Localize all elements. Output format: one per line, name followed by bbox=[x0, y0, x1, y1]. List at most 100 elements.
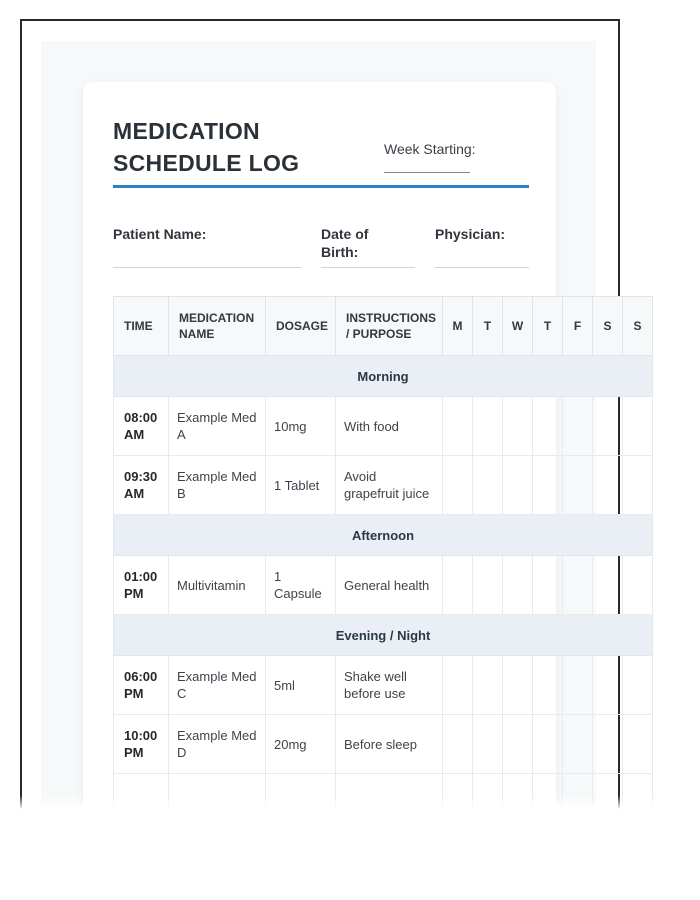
day-checkbox-cell bbox=[532, 396, 563, 456]
medication-row: 01:00 PM Multivitamin 1 Capsule General hea… bbox=[113, 555, 653, 615]
day-checkbox-cell bbox=[622, 555, 653, 615]
day-checkbox-cell bbox=[622, 455, 653, 515]
date-of-birth-blank-line bbox=[321, 267, 415, 268]
day-checkbox-cell bbox=[622, 396, 653, 456]
day-checkbox-cell bbox=[532, 555, 563, 615]
document-preview-clip: MEDICATION SCHEDULE LOG Week Starting: P… bbox=[0, 19, 700, 811]
column-header: DOSAGE bbox=[265, 296, 336, 356]
week-starting-block: Week Starting: bbox=[384, 115, 529, 179]
day-checkbox-cell bbox=[562, 555, 593, 615]
page-title-line1: MEDICATION bbox=[113, 118, 260, 144]
day-checkbox-cell bbox=[532, 455, 563, 515]
section-header: Morning bbox=[113, 355, 653, 397]
patient-info-row: Patient Name: Date of Birth: Physician: bbox=[113, 225, 529, 268]
day-checkbox-cell bbox=[472, 455, 503, 515]
title-divider bbox=[113, 185, 529, 188]
column-header: T bbox=[472, 296, 503, 356]
day-checkbox-cell bbox=[472, 714, 503, 774]
day-checkbox-cell bbox=[592, 555, 623, 615]
document-header: MEDICATION SCHEDULE LOG Week Starting: bbox=[113, 115, 529, 179]
table-body: Morning 08:00 AM Example Med A 10mg With foo… bbox=[113, 355, 653, 811]
page-background: MEDICATION SCHEDULE LOG Week Starting: P… bbox=[41, 41, 653, 811]
day-checkbox-cell bbox=[622, 773, 653, 811]
dosage-cell: 5ml bbox=[265, 655, 336, 715]
medication-row: 06:00 PM Example Med C 5ml Shake well befor… bbox=[113, 655, 653, 715]
day-checkbox-cell bbox=[442, 455, 473, 515]
column-header: TIME bbox=[113, 296, 169, 356]
column-header: S bbox=[622, 296, 653, 356]
patient-name-label: Patient Name: bbox=[113, 226, 207, 242]
date-of-birth-label: Date of Birth: bbox=[321, 226, 369, 260]
medication-name-cell: Example Med B bbox=[168, 455, 266, 515]
section-header: Afternoon bbox=[113, 514, 653, 556]
day-checkbox-cell bbox=[562, 655, 593, 715]
day-checkbox-cell bbox=[562, 714, 593, 774]
column-header: W bbox=[502, 296, 533, 356]
medication-row bbox=[113, 773, 653, 811]
time-cell: 08:00 AM bbox=[113, 396, 169, 456]
physician-label: Physician: bbox=[435, 226, 506, 242]
instructions-cell: General health bbox=[335, 555, 443, 615]
section-row: Morning bbox=[113, 355, 653, 397]
time-cell bbox=[113, 773, 169, 811]
column-header: INSTRUCTIONS / PURPOSE bbox=[335, 296, 443, 356]
table-header-row: TIME MEDICATION NAME DOSAGE INSTRUCTIONS / … bbox=[113, 296, 653, 356]
week-starting-blank-line bbox=[384, 172, 470, 173]
day-checkbox-cell bbox=[442, 396, 473, 456]
preview-frame: MEDICATION SCHEDULE LOG Week Starting: P… bbox=[20, 19, 653, 811]
medication-schedule-table: TIME MEDICATION NAME DOSAGE INSTRUCTIONS / … bbox=[113, 296, 653, 811]
day-checkbox-cell bbox=[502, 555, 533, 615]
day-checkbox-cell bbox=[502, 714, 533, 774]
page-title: MEDICATION SCHEDULE LOG bbox=[113, 115, 384, 179]
column-header: T bbox=[532, 296, 563, 356]
patient-name-field: Patient Name: bbox=[113, 225, 301, 268]
page-title-line2: SCHEDULE LOG bbox=[113, 150, 300, 176]
document-card: MEDICATION SCHEDULE LOG Week Starting: P… bbox=[83, 82, 653, 811]
day-checkbox-cell bbox=[472, 555, 503, 615]
instructions-cell: With food bbox=[335, 396, 443, 456]
day-checkbox-cell bbox=[622, 714, 653, 774]
medication-row: 08:00 AM Example Med A 10mg With food bbox=[113, 396, 653, 456]
day-checkbox-cell bbox=[502, 455, 533, 515]
day-checkbox-cell bbox=[502, 655, 533, 715]
time-cell: 09:30 AM bbox=[113, 455, 169, 515]
day-checkbox-cell bbox=[622, 655, 653, 715]
instructions-cell: Avoid grapefruit juice bbox=[335, 455, 443, 515]
column-header: M bbox=[442, 296, 473, 356]
section-header: Evening / Night bbox=[113, 614, 653, 656]
physician-blank-line bbox=[435, 267, 529, 268]
week-starting-label: Week Starting: bbox=[384, 141, 476, 157]
day-checkbox-cell bbox=[442, 773, 473, 811]
medication-name-cell: Example Med C bbox=[168, 655, 266, 715]
time-cell: 10:00 PM bbox=[113, 714, 169, 774]
time-cell: 06:00 PM bbox=[113, 655, 169, 715]
day-checkbox-cell bbox=[532, 714, 563, 774]
section-row: Evening / Night bbox=[113, 614, 653, 656]
day-checkbox-cell bbox=[562, 455, 593, 515]
day-checkbox-cell bbox=[532, 655, 563, 715]
medication-name-cell bbox=[168, 773, 266, 811]
day-checkbox-cell bbox=[592, 455, 623, 515]
physician-field: Physician: bbox=[435, 225, 529, 268]
column-header: F bbox=[562, 296, 593, 356]
document-content: MEDICATION SCHEDULE LOG Week Starting: P… bbox=[83, 82, 653, 811]
day-checkbox-cell bbox=[592, 655, 623, 715]
time-cell: 01:00 PM bbox=[113, 555, 169, 615]
medication-name-cell: Example Med D bbox=[168, 714, 266, 774]
dosage-cell: 1 Capsule bbox=[265, 555, 336, 615]
medication-name-cell: Example Med A bbox=[168, 396, 266, 456]
instructions-cell: Shake well before use bbox=[335, 655, 443, 715]
column-header: MEDICATION NAME bbox=[168, 296, 266, 356]
day-checkbox-cell bbox=[562, 773, 593, 811]
day-checkbox-cell bbox=[592, 714, 623, 774]
dosage-cell bbox=[265, 773, 336, 811]
medication-row: 10:00 PM Example Med D 20mg Before sleep bbox=[113, 714, 653, 774]
day-checkbox-cell bbox=[502, 396, 533, 456]
day-checkbox-cell bbox=[442, 714, 473, 774]
day-checkbox-cell bbox=[472, 655, 503, 715]
dosage-cell: 10mg bbox=[265, 396, 336, 456]
day-checkbox-cell bbox=[592, 396, 623, 456]
dosage-cell: 20mg bbox=[265, 714, 336, 774]
day-checkbox-cell bbox=[472, 396, 503, 456]
